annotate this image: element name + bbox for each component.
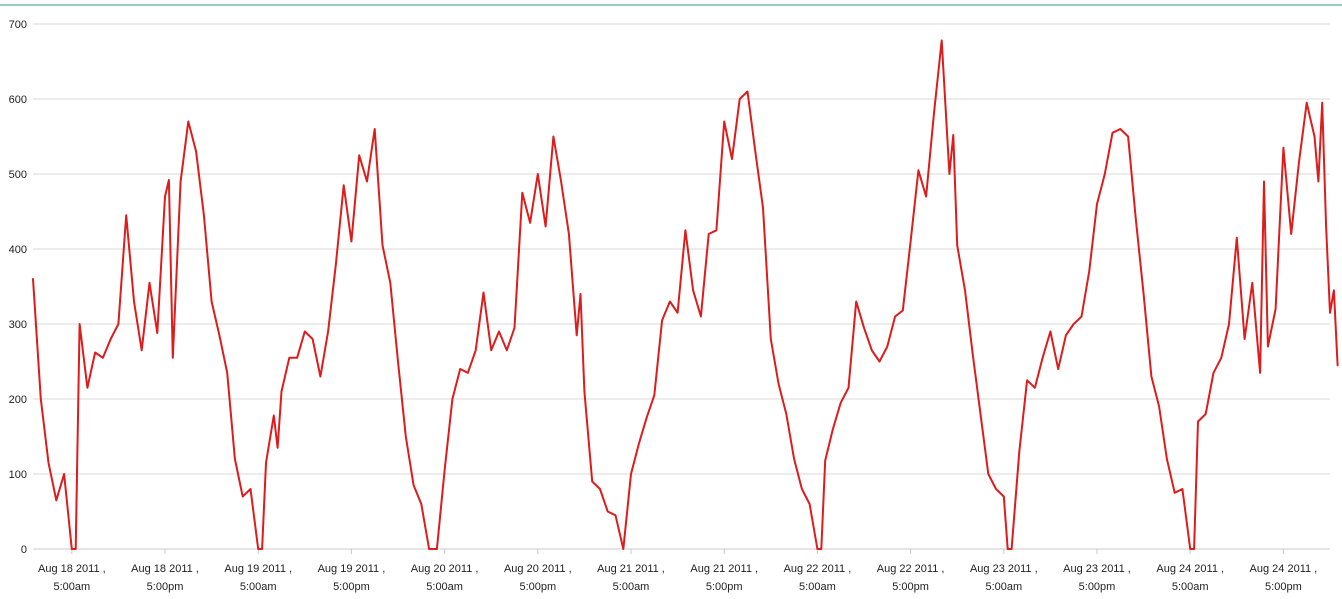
y-tick-label: 300	[9, 319, 27, 331]
x-tick-label: Aug 18 2011 , 5:00am	[38, 563, 106, 593]
x-tick-time: 5:00pm	[147, 581, 184, 593]
x-tick-label: Aug 20 2011 , 5:00am	[411, 563, 479, 593]
x-tick-label: Aug 18 2011 , 5:00pm	[131, 563, 199, 593]
y-tick-label: 500	[9, 169, 27, 181]
x-tick-time: 5:00pm	[892, 581, 929, 593]
series-line-0	[32, 39, 1339, 550]
x-tick-label: Aug 24 2011 , 5:00pm	[1250, 563, 1318, 593]
x-tick-time: 5:00am	[799, 581, 836, 593]
x-tick-date: Aug 20 2011 ,	[504, 563, 572, 575]
x-tick-date: Aug 18 2011 ,	[38, 563, 106, 575]
x-tick-time: 5:00pm	[519, 581, 556, 593]
x-tick-label: Aug 22 2011 , 5:00pm	[877, 563, 945, 593]
x-tick-date: Aug 23 2011 ,	[970, 563, 1038, 575]
x-tick-date: Aug 21 2011 ,	[597, 563, 665, 575]
x-tick-time: 5:00am	[240, 581, 277, 593]
x-tick-time: 5:00pm	[1265, 581, 1302, 593]
x-tick-label: Aug 19 2011 , 5:00pm	[318, 563, 386, 593]
x-tick-label: Aug 20 2011 , 5:00pm	[504, 563, 572, 593]
x-tick-time: 5:00pm	[333, 581, 370, 593]
x-tick-label: Aug 21 2011 , 5:00pm	[690, 563, 758, 593]
x-tick-date: Aug 22 2011 ,	[877, 563, 945, 575]
series-layer	[32, 39, 1339, 550]
x-tick-label: Aug 19 2011 , 5:00am	[224, 563, 292, 593]
x-tick-label: Aug 23 2011 , 5:00pm	[1063, 563, 1131, 593]
x-tick-date: Aug 19 2011 ,	[318, 563, 386, 575]
y-tick-label: 100	[9, 469, 27, 481]
x-tick-time: 5:00am	[613, 581, 650, 593]
x-tick-time: 5:00pm	[1079, 581, 1116, 593]
x-tick-time: 5:00am	[985, 581, 1022, 593]
x-tick-date: Aug 24 2011 ,	[1156, 563, 1224, 575]
y-tick-label: 600	[9, 94, 27, 106]
gridlines	[33, 23, 1330, 475]
x-tick-time: 5:00pm	[706, 581, 743, 593]
y-tick-label: 200	[9, 394, 27, 406]
x-tick-time: 5:00am	[1172, 581, 1209, 593]
y-tick-label: 0	[21, 544, 27, 556]
x-tick-date: Aug 22 2011 ,	[784, 563, 852, 575]
x-tick-label: Aug 22 2011 , 5:00am	[784, 563, 852, 593]
x-tick-time: 5:00am	[426, 581, 463, 593]
x-tick-time: 5:00am	[53, 581, 90, 593]
x-tick-date: Aug 23 2011 ,	[1063, 563, 1131, 575]
y-tick-label: 400	[9, 244, 27, 256]
x-tick-date: Aug 21 2011 ,	[690, 563, 758, 575]
x-tick-label: Aug 24 2011 , 5:00am	[1156, 563, 1224, 593]
x-tick-date: Aug 20 2011 ,	[411, 563, 479, 575]
x-tick-date: Aug 24 2011 ,	[1250, 563, 1318, 575]
y-tick-label: 700	[9, 19, 27, 31]
x-tick-date: Aug 18 2011 ,	[131, 563, 199, 575]
x-tick-label: Aug 23 2011 , 5:00am	[970, 563, 1038, 593]
x-tick-date: Aug 19 2011 ,	[224, 563, 292, 575]
x-tick-label: Aug 21 2011 , 5:00am	[597, 563, 665, 593]
y-axis: 0 100 200 300 400 500 600 700	[9, 19, 27, 556]
